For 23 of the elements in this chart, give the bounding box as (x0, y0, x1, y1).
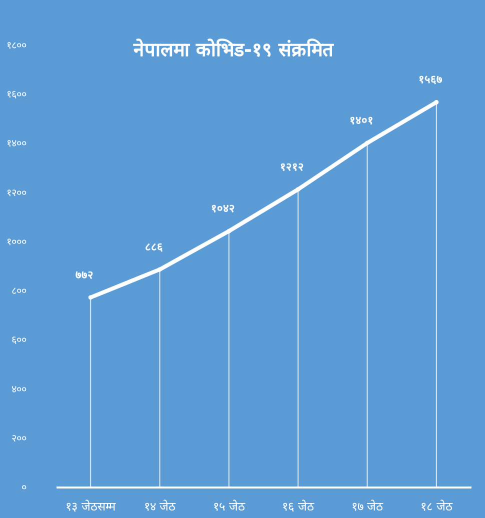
y-tick-label: २०० (12, 433, 26, 444)
y-tick-label: १००० (6, 236, 26, 248)
x-tick-label: १८ जेठ (420, 500, 454, 514)
y-tick-label: १२०० (6, 188, 26, 199)
data-label: १५६७ (418, 73, 442, 86)
x-tick-label: १४ जेठ (144, 500, 177, 514)
data-label: ८८६ (144, 240, 163, 254)
x-tick-label: १३ जेठसम्म (66, 500, 116, 514)
y-tick-label: ० (22, 482, 26, 494)
data-label: १२१२ (280, 160, 304, 174)
data-label: १४०१ (349, 114, 374, 127)
y-tick-label: ४०० (12, 384, 26, 396)
x-tick-label: १७ जेठ (351, 500, 384, 514)
data-label: ७७२ (76, 268, 94, 282)
y-tick-label: १६०० (6, 90, 26, 101)
y-tick-label: १८०० (6, 40, 26, 52)
y-tick-label: ८०० (12, 286, 26, 298)
x-tick-label: १६ जेठ (282, 500, 315, 514)
y-tick-label: ६०० (12, 335, 26, 346)
chart-title: नेपालमा कोभिड-१९ संक्रमित (132, 38, 335, 61)
x-tick-label: १५ जेठ (213, 500, 246, 514)
y-tick-label: १४०० (6, 138, 26, 150)
data-label: १०४२ (210, 202, 235, 216)
